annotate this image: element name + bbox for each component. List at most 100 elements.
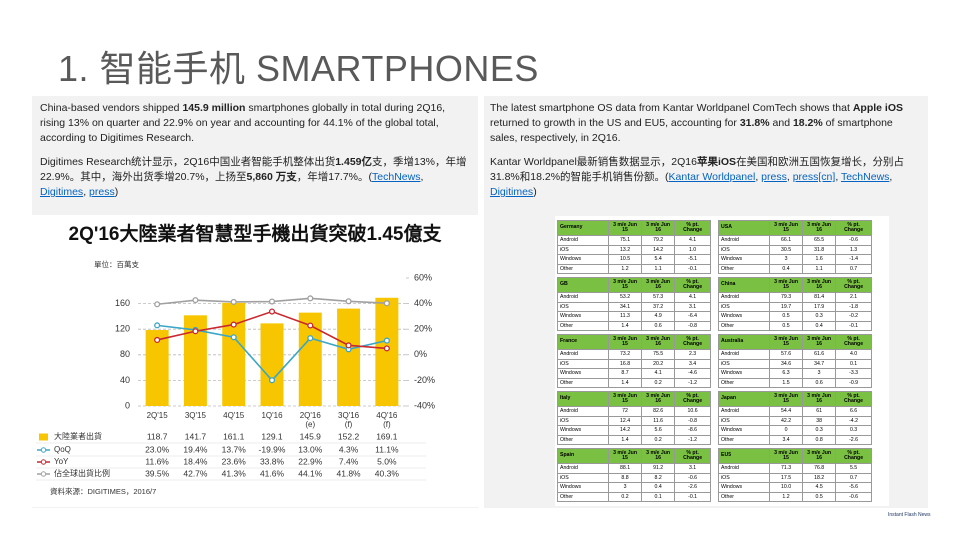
cell: 0.3 [802, 311, 837, 322]
cell: Android [718, 463, 770, 474]
cell: -1.2 [674, 377, 711, 389]
cell: 0 [768, 425, 804, 436]
y-tick-label: 160 [115, 298, 130, 308]
table-row: Other 1.2 1.1 -0.1 [557, 263, 711, 275]
table-header: Japan 3 m/e Jun 15 3 m/e Jun 16% pt. Chang… [718, 391, 872, 407]
cell: 0.5 [802, 491, 837, 503]
legend-marker [40, 447, 47, 453]
table-value: 141.7 [185, 431, 207, 441]
cell: 61.6 [802, 349, 837, 360]
table-row: Android 57.6 61.6 4.0 [718, 349, 872, 360]
table-row: Other 1.4 0.6 -0.8 [557, 320, 711, 332]
table-header: GB 3 m/e Jun 15 3 m/e Jun 16% pt. Change [557, 277, 711, 293]
header-cell: GB [557, 277, 609, 293]
cell: Android [557, 349, 609, 360]
table-value: 169.1 [376, 431, 398, 441]
right-text: The latest smartphone OS data from Kanta… [484, 96, 928, 200]
legend-label: 佔全球出貨比例 [54, 468, 110, 478]
header-cell: % pt. Change [674, 220, 711, 236]
cell: 19.7 [768, 301, 804, 313]
header-cell: 3 m/e Jun 15 [768, 334, 804, 350]
table-value: 41.8% [337, 468, 362, 478]
os-table: Australia 3 m/e Jun 15 3 m/e Jun 16% pt. C… [718, 334, 872, 389]
cell: 1.2 [768, 491, 804, 503]
slide-title: 1. 智能手机 SMARTPHONES [58, 48, 539, 89]
marker [154, 322, 161, 329]
text-run: The latest smartphone OS data from Kanta… [490, 102, 853, 114]
text-run: 145.9 million [182, 102, 246, 114]
table-row: Windows 8.7 4.1 -4.6 [557, 368, 711, 379]
cell: Windows [718, 425, 770, 436]
y2-tick-label: 40% [414, 298, 432, 308]
y-tick-label: 120 [115, 324, 130, 334]
cell: 8.2 [641, 472, 676, 484]
header-cell: % pt. Change [674, 391, 711, 407]
cell: 0.8 [802, 434, 837, 446]
table-value: 152.2 [338, 431, 360, 441]
table-value: 44.1% [298, 468, 323, 478]
cell: Other [718, 434, 770, 446]
header-cell: 3 m/e Jun 16 [641, 448, 676, 464]
text-run: , [889, 171, 893, 183]
bar [145, 330, 169, 406]
cell: 0.3 [835, 425, 872, 436]
text-run: , [786, 171, 793, 183]
cell: 72 [607, 406, 643, 417]
table-value: 13.0% [298, 444, 323, 454]
text-run: 5,860 万支 [246, 171, 297, 183]
marker [154, 336, 161, 344]
link[interactable]: Digitimes [490, 186, 534, 198]
table-row: iOS 19.7 17.9 -1.8 [718, 301, 872, 313]
cell: Windows [557, 425, 609, 436]
cell: 10.6 [674, 406, 711, 417]
table-row: iOS 16.8 20.2 3.4 [557, 358, 711, 370]
header-cell: 3 m/e Jun 16 [641, 334, 676, 350]
x-tick-label: 3Q'16 (f) [338, 411, 360, 429]
table-value: 7.4% [339, 456, 359, 466]
link[interactable]: TechNews [372, 171, 421, 183]
table-header: China 3 m/e Jun 15 3 m/e Jun 16% pt. Chang… [718, 277, 872, 293]
marker [230, 298, 237, 305]
cell: 1.4 [607, 320, 643, 332]
cell: iOS [718, 301, 770, 313]
cell: Android [557, 406, 609, 417]
cell: -0.2 [835, 311, 872, 322]
cell: Windows [557, 368, 609, 379]
link[interactable]: press[cn] [792, 171, 836, 183]
bar [222, 302, 246, 406]
cell: iOS [557, 244, 609, 256]
os-table: France 3 m/e Jun 15 3 m/e Jun 16% pt. Chan… [557, 334, 711, 389]
cell: 16.8 [607, 358, 643, 370]
marker [383, 337, 390, 344]
link[interactable]: Digitimes [40, 186, 84, 198]
os-table: GB 3 m/e Jun 15 3 m/e Jun 16% pt. Change An… [557, 277, 711, 332]
header-cell: 3 m/e Jun 15 [607, 391, 643, 407]
link[interactable]: Kantar Worldpanel [668, 171, 756, 183]
os-table: Italy 3 m/e Jun 15 3 m/e Jun 16% pt. Chang… [557, 391, 711, 446]
cell: 34.1 [607, 301, 643, 313]
cell: 1.1 [641, 263, 676, 275]
cell: 91.2 [641, 463, 676, 474]
cell: 53.2 [607, 292, 643, 303]
table-row: Android 88.1 91.2 3.1 [557, 463, 711, 474]
header-cell: USA [718, 220, 770, 236]
table-row: iOS 8.8 8.2 -0.6 [557, 472, 711, 484]
text-run: returned to growth in the US and EU5, ac… [490, 117, 740, 129]
cell: 1.6 [802, 254, 837, 265]
cell: 5.4 [641, 254, 676, 265]
cell: 37.2 [641, 301, 676, 313]
link[interactable]: press [761, 171, 787, 183]
cell: 10.5 [607, 254, 643, 265]
link[interactable]: press [89, 186, 115, 198]
cell: 0.5 [768, 311, 804, 322]
cell: 61 [802, 406, 837, 417]
cell: 71.3 [768, 463, 804, 474]
x-tick-label: 4Q'16 (f) [376, 411, 398, 429]
text-run: Kantar Worldpanel最新销售数据显示，2Q16 [490, 156, 697, 168]
table-value: 18.4% [183, 456, 208, 466]
cell: -4.2 [835, 415, 872, 427]
cell: 54.4 [768, 406, 804, 417]
table-header: Spain 3 m/e Jun 15 3 m/e Jun 16% pt. Chang… [557, 448, 711, 464]
link[interactable]: TechNews [840, 171, 890, 183]
